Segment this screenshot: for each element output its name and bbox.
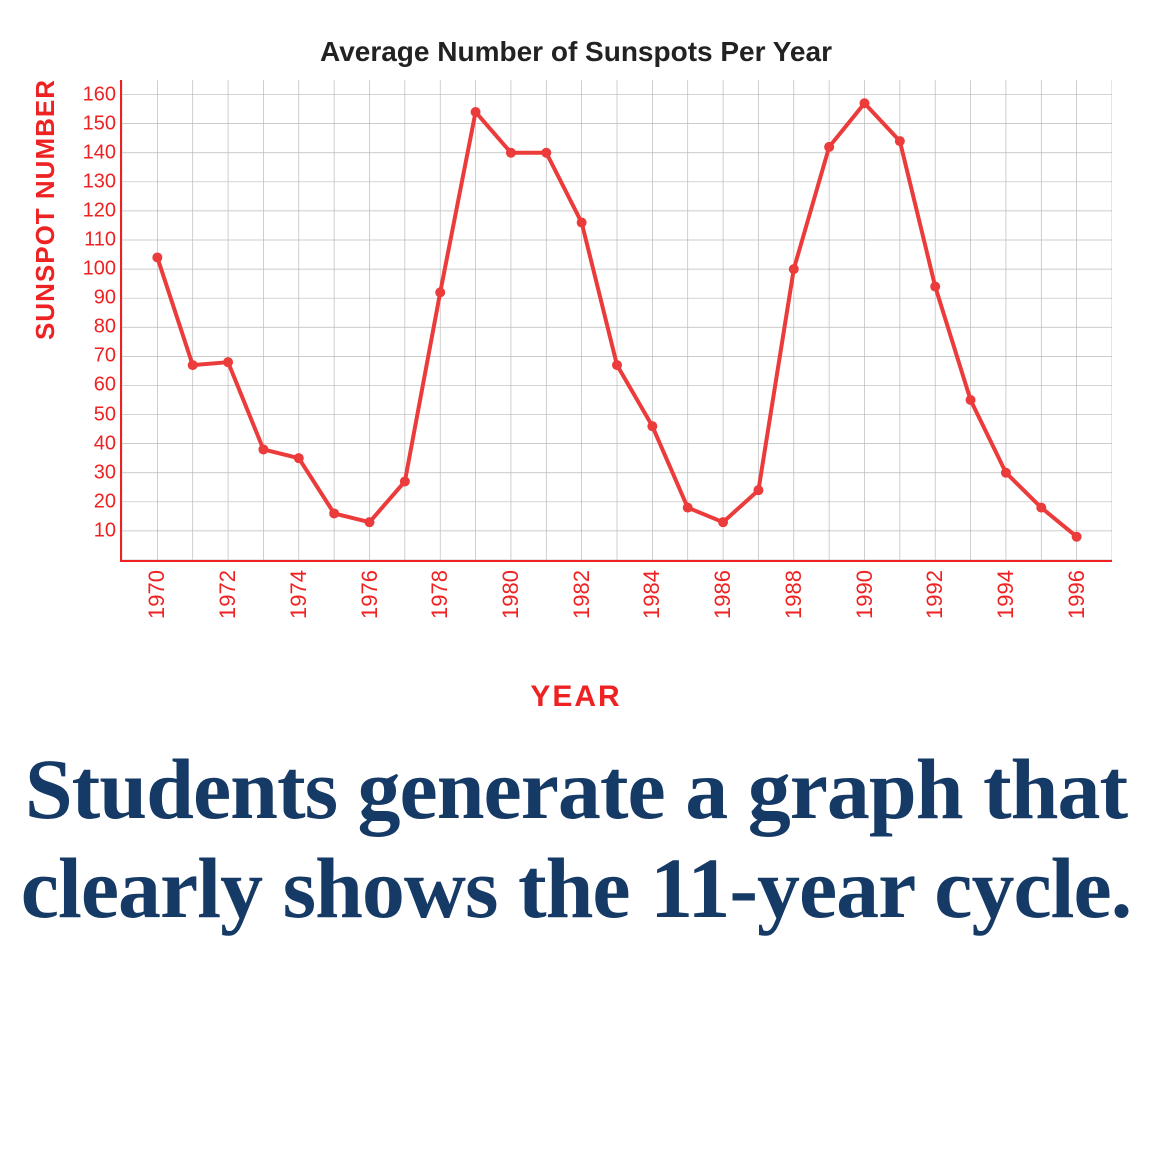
y-tick-label: 30 xyxy=(94,461,116,484)
y-tick-label: 100 xyxy=(83,258,116,281)
x-tick-label: 1974 xyxy=(286,570,312,619)
x-tick-label: 1992 xyxy=(922,570,948,619)
plot-area: 1020304050607080901001101201301401501601… xyxy=(120,80,1112,562)
x-tick-label: 1990 xyxy=(852,570,878,619)
y-tick-label: 20 xyxy=(94,490,116,513)
x-tick-label: 1984 xyxy=(639,570,665,619)
x-axis-label: YEAR xyxy=(0,680,1152,714)
x-tick-label: 1982 xyxy=(569,570,595,619)
chart-title: Average Number of Sunspots Per Year xyxy=(0,36,1152,68)
y-tick-label: 40 xyxy=(94,432,116,455)
y-tick-label: 90 xyxy=(94,287,116,310)
y-tick-label: 150 xyxy=(83,112,116,135)
y-tick-label: 70 xyxy=(94,345,116,368)
y-tick-label: 130 xyxy=(83,170,116,193)
y-tick-label: 50 xyxy=(94,403,116,426)
x-tick-label: 1986 xyxy=(710,570,736,619)
x-tick-label: 1978 xyxy=(427,570,453,619)
x-tick-label: 1970 xyxy=(144,570,170,619)
y-tick-label: 60 xyxy=(94,374,116,397)
gridlines xyxy=(122,80,1112,560)
y-tick-label: 110 xyxy=(84,229,116,252)
x-tick-label: 1988 xyxy=(781,570,807,619)
x-tick-label: 1996 xyxy=(1064,570,1090,619)
y-tick-label: 160 xyxy=(83,83,116,106)
y-tick-label: 80 xyxy=(94,316,116,339)
y-axis-label: SUNSPOT NUMBER xyxy=(30,79,61,340)
chart-svg xyxy=(122,80,1112,560)
y-tick-label: 140 xyxy=(83,141,116,164)
y-tick-label: 120 xyxy=(83,199,116,222)
x-tick-label: 1976 xyxy=(357,570,383,619)
caption-text: Students generate a graph that clearly s… xyxy=(0,740,1152,938)
x-tick-label: 1994 xyxy=(993,570,1019,619)
x-tick-label: 1972 xyxy=(215,570,241,619)
y-tick-label: 10 xyxy=(94,519,116,542)
x-tick-label: 1980 xyxy=(498,570,524,619)
figure-container: Average Number of Sunspots Per Year SUNS… xyxy=(0,0,1152,1152)
